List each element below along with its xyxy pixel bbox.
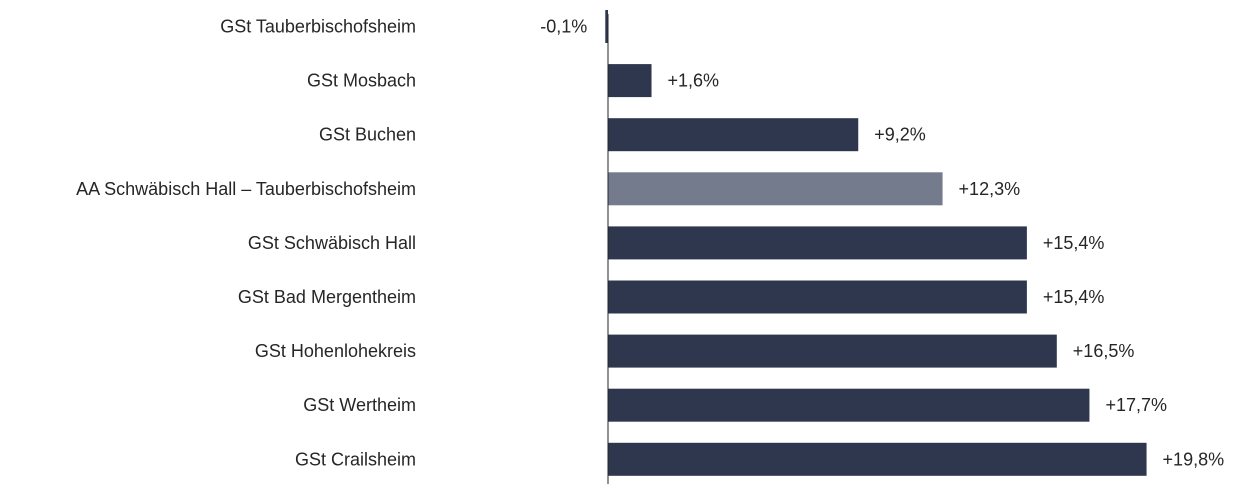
category-label-gst-buchen: GSt Buchen <box>319 125 416 145</box>
bar-aa-schwaebisch-hall-tauberbischofsheim <box>608 172 943 206</box>
bar-gst-tauberbischofsheim <box>605 10 608 43</box>
value-label-gst-crailsheim: +19,8% <box>1163 449 1225 469</box>
category-label-gst-crailsheim: GSt Crailsheim <box>295 449 416 469</box>
bar-gst-hohenlohekreis <box>608 334 1057 368</box>
bar-gst-buchen <box>608 118 859 152</box>
value-labels: -0,1% +1,6% +9,2% +12,3% +15,4% +15,4% +16,5% +… <box>540 17 1224 470</box>
value-label-gst-wertheim: +17,7% <box>1105 395 1167 415</box>
category-label-gst-wertheim: GSt Wertheim <box>303 395 416 415</box>
value-label-gst-schwaebisch-hall: +15,4% <box>1043 233 1105 253</box>
value-label-gst-hohenlohekreis: +16,5% <box>1073 341 1135 361</box>
bars <box>605 10 1147 476</box>
value-label-gst-mosbach: +1,6% <box>668 71 720 91</box>
bar-gst-crailsheim <box>608 442 1147 476</box>
bar-gst-mosbach <box>608 64 652 98</box>
value-label-gst-buchen: +9,2% <box>874 125 926 145</box>
category-label-gst-bad-mergentheim: GSt Bad Mergentheim <box>238 287 416 307</box>
category-label-aa-schwaebisch-hall-tauberbischofsheim: AA Schwäbisch Hall – Tauberbischofsheim <box>76 179 416 199</box>
bar-gst-bad-mergentheim <box>608 280 1027 314</box>
bar-gst-schwaebisch-hall <box>608 226 1027 260</box>
category-label-gst-schwaebisch-hall: GSt Schwäbisch Hall <box>248 233 416 253</box>
category-labels: GSt Tauberbischofsheim GSt Mosbach GSt Buc… <box>76 17 416 470</box>
category-label-gst-hohenlohekreis: GSt Hohenlohekreis <box>255 341 416 361</box>
category-label-gst-mosbach: GSt Mosbach <box>307 71 416 91</box>
value-label-gst-bad-mergentheim: +15,4% <box>1043 287 1105 307</box>
category-label-gst-tauberbischofsheim: GSt Tauberbischofsheim <box>220 17 416 37</box>
value-label-gst-tauberbischofsheim: -0,1% <box>540 17 587 37</box>
value-label-aa-schwaebisch-hall-tauberbischofsheim: +12,3% <box>959 179 1021 199</box>
bar-gst-wertheim <box>608 388 1090 422</box>
